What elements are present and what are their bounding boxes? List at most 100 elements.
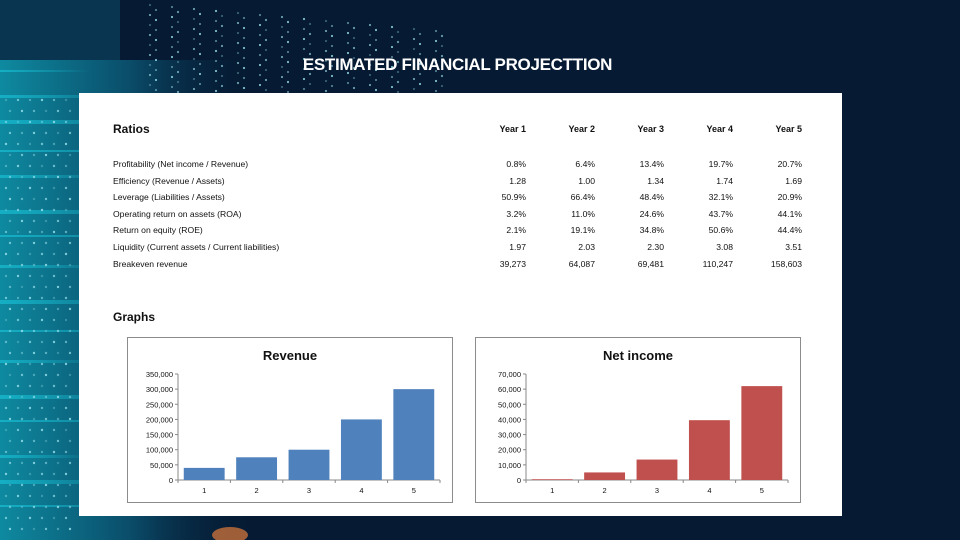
bg-dot bbox=[32, 527, 36, 531]
ratio-value: 1.00 bbox=[578, 175, 595, 186]
ratio-value: 69,481 bbox=[637, 258, 664, 269]
bg-dot bbox=[412, 47, 416, 51]
bg-dot bbox=[4, 472, 8, 476]
bg-dot bbox=[198, 82, 202, 86]
bg-dot bbox=[236, 31, 240, 35]
bg-dot bbox=[154, 18, 158, 22]
bg-dot bbox=[28, 450, 32, 454]
bg-dot bbox=[16, 208, 20, 212]
bg-dot bbox=[330, 44, 334, 48]
bg-dot bbox=[8, 417, 12, 421]
bg-streak bbox=[0, 70, 90, 72]
ratio-label: Breakeven revenue bbox=[113, 258, 188, 269]
bg-dot bbox=[176, 30, 180, 34]
bg-dot bbox=[440, 84, 444, 88]
x-tick-label: 4 bbox=[359, 486, 363, 495]
x-tick-label: 2 bbox=[603, 486, 607, 495]
bg-dot bbox=[64, 142, 68, 146]
bg-dot bbox=[44, 197, 48, 201]
bg-dot bbox=[28, 142, 32, 146]
bg-dot bbox=[28, 274, 32, 278]
bg-dot bbox=[64, 362, 68, 366]
bg-dot bbox=[396, 60, 400, 64]
bg-dot bbox=[64, 428, 68, 432]
bg-dot bbox=[346, 41, 350, 45]
y-tick-label: 70,000 bbox=[498, 370, 521, 379]
ratio-value: 19.1% bbox=[570, 225, 595, 236]
bg-dot bbox=[20, 527, 24, 531]
bg-dot bbox=[40, 494, 44, 498]
bg-streak bbox=[0, 360, 100, 363]
bg-dot bbox=[40, 450, 44, 454]
bg-dot bbox=[32, 483, 36, 487]
bg-dot bbox=[68, 417, 72, 421]
bg-dot bbox=[374, 28, 378, 32]
bg-dot bbox=[374, 78, 378, 82]
bg-dot bbox=[20, 439, 24, 443]
bg-dot bbox=[68, 483, 72, 487]
bg-dot bbox=[390, 65, 394, 69]
bg-dot bbox=[20, 285, 24, 289]
ratio-value: 50.6% bbox=[708, 225, 733, 236]
bg-dot bbox=[374, 88, 378, 92]
bar bbox=[688, 420, 730, 480]
bg-dot bbox=[16, 186, 20, 190]
bg-dot bbox=[8, 109, 12, 113]
revenue-chart: Revenue 0 50,000 100,000 150,000 200,000 250,0… bbox=[127, 337, 453, 503]
bg-dot bbox=[16, 406, 20, 410]
ratio-value: 48.4% bbox=[639, 192, 664, 203]
ratio-value: 19.7% bbox=[708, 159, 733, 169]
bg-dot bbox=[352, 56, 356, 60]
bg-dot bbox=[330, 64, 334, 68]
bg-dot bbox=[8, 351, 12, 355]
bg-dot bbox=[56, 307, 60, 311]
bg-dot bbox=[8, 527, 12, 531]
bg-streak bbox=[0, 395, 137, 399]
bg-dot bbox=[242, 86, 246, 90]
bg-dot bbox=[264, 48, 268, 52]
y-tick-label: 150,000 bbox=[146, 431, 173, 440]
bg-dot bbox=[4, 384, 8, 388]
bg-dot bbox=[412, 57, 416, 61]
bg-dot bbox=[40, 318, 44, 322]
bg-dot bbox=[192, 47, 196, 51]
bg-dot bbox=[346, 21, 350, 25]
ratio-label: Profitability (Net income / Revenue) bbox=[113, 159, 249, 169]
ratio-value: 1.74 bbox=[716, 175, 733, 186]
bg-dot bbox=[148, 33, 152, 37]
ratio-value: 1.69 bbox=[785, 175, 802, 186]
bg-dot bbox=[16, 384, 20, 388]
bg-dot bbox=[32, 395, 36, 399]
bg-dot bbox=[286, 60, 290, 64]
bg-dot bbox=[324, 59, 328, 63]
bg-dot bbox=[40, 230, 44, 234]
y-tick-label: 0 bbox=[169, 476, 173, 485]
bg-dot bbox=[28, 362, 32, 366]
bg-dot bbox=[390, 85, 394, 89]
bg-dot bbox=[28, 516, 32, 520]
bg-dot bbox=[280, 85, 284, 89]
bg-dot bbox=[396, 80, 400, 84]
bg-dot bbox=[418, 72, 422, 76]
bg-dot bbox=[258, 23, 262, 27]
ratio-row: Breakeven revenue 39,273 64,087 69,481 110,2… bbox=[113, 259, 813, 273]
bg-dot bbox=[346, 31, 350, 35]
bg-dot bbox=[56, 219, 60, 223]
bg-dot bbox=[192, 27, 196, 31]
bg-dot bbox=[374, 38, 378, 42]
bar bbox=[531, 479, 573, 480]
bg-dot bbox=[154, 58, 158, 62]
bg-dot bbox=[52, 472, 56, 476]
bg-dot bbox=[56, 351, 60, 355]
bg-dot bbox=[214, 79, 218, 83]
bg-dot bbox=[44, 131, 48, 135]
bg-dot bbox=[20, 505, 24, 509]
x-tick-label: 1 bbox=[202, 486, 206, 495]
ratio-row: Operating return on assets (ROA) 3.2% 11.0… bbox=[113, 209, 813, 223]
bg-dot bbox=[68, 461, 72, 465]
bg-dot bbox=[32, 263, 36, 267]
bg-dot bbox=[374, 48, 378, 52]
bg-dot bbox=[192, 37, 196, 41]
bg-dot bbox=[40, 186, 44, 190]
bg-dot bbox=[346, 61, 350, 65]
